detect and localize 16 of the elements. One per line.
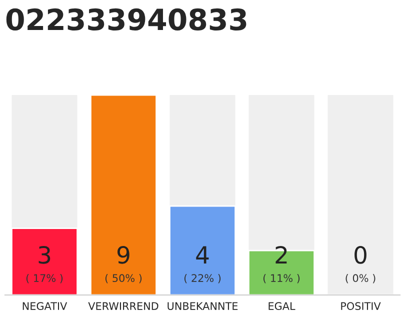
data-label: 3 xyxy=(38,246,50,264)
annotation: ( 22% ) xyxy=(184,274,221,284)
annotation: ( 0% ) xyxy=(346,274,376,284)
x-tick-label: POSITIV xyxy=(341,302,381,310)
annotation: ( 11% ) xyxy=(263,274,300,284)
x-tick-label: UNBEKANNTE xyxy=(168,302,238,310)
data-label: 0 xyxy=(354,246,366,264)
data-label: 9 xyxy=(117,246,130,264)
data-label: 2 xyxy=(276,246,287,264)
x-tick-label: EGAL xyxy=(268,302,296,310)
data-label: 4 xyxy=(196,246,209,264)
x-tick-label: VERWIRREND xyxy=(88,302,158,310)
chart-title: 022333940833 xyxy=(6,8,246,30)
x-tick-label: NEGATIV xyxy=(22,302,68,310)
annotation: ( 17% ) xyxy=(26,274,63,284)
annotation: ( 50% ) xyxy=(105,274,142,284)
